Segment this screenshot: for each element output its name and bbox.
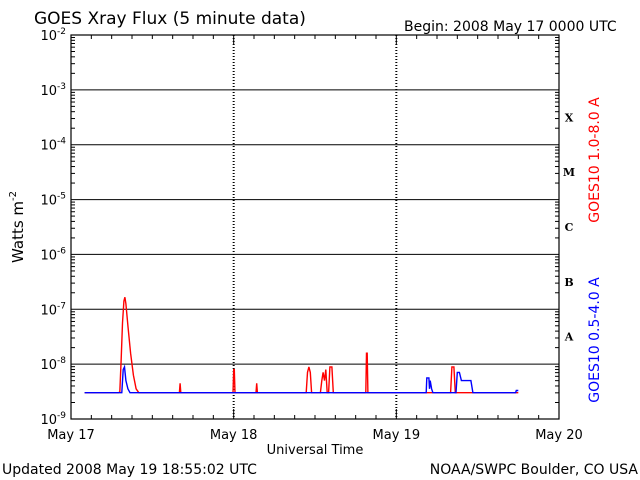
legend-long: GOES10 1.0-8.0 A (587, 97, 603, 223)
plot-frame (70, 34, 560, 420)
x-tick-label: May 17 (47, 428, 95, 443)
x-tick-label: May 18 (210, 428, 258, 443)
flare-class-x: X (565, 111, 574, 124)
decade-lines (71, 35, 559, 419)
series-short-line (84, 364, 519, 394)
credit-label: NOAA/SWPC Boulder, CO USA (430, 462, 639, 478)
y-tick-label: 10-9 (40, 411, 66, 428)
y-tick-label: 10-2 (40, 27, 66, 44)
y-tick-label: 10-8 (40, 356, 66, 373)
series-lines (84, 297, 519, 394)
minor-ticks (70, 35, 560, 419)
y-tick-label: 10-6 (40, 246, 66, 263)
series-long-line (84, 297, 519, 394)
x-tick-label: May 20 (535, 428, 583, 443)
flare-class-a: A (564, 331, 574, 344)
flare-class-m: M (563, 166, 575, 179)
updated-label: Updated 2008 May 19 18:55:02 UTC (2, 462, 257, 478)
svg-text:Watts m-2: Watts m-2 (8, 191, 27, 263)
x-axis-label: Universal Time (267, 443, 364, 458)
flare-class-b: B (564, 276, 573, 289)
flare-class-c: C (565, 221, 574, 234)
y-tick-label: 10-3 (40, 82, 66, 99)
y-axis-label-exp: -2 (8, 191, 19, 201)
y-tick-label: 10-4 (40, 137, 66, 154)
legend-short-label: GOES10 0.5-4.0 A (587, 277, 603, 403)
chart-title: GOES Xray Flux (5 minute data) (34, 9, 306, 29)
x-tick-label: May 19 (373, 428, 421, 443)
begin-label: Begin: 2008 May 17 0000 UTC (404, 19, 617, 35)
y-axis-label: Watts m-2 (8, 191, 27, 263)
flare-class-labels: X M C B A (563, 111, 575, 343)
y-axis-label-base: Watts m (9, 201, 27, 263)
legend-short: GOES10 0.5-4.0 A (587, 277, 603, 403)
y-tick-label: 10-7 (40, 301, 66, 318)
x-tick-labels: May 17 May 18 May 19 May 20 (47, 428, 583, 443)
legend-long-label: GOES10 1.0-8.0 A (587, 97, 603, 223)
y-tick-labels: 10-2 10-3 10-4 10-5 10-6 10-7 10-8 10-9 (40, 27, 66, 428)
y-tick-label: 10-5 (40, 192, 66, 209)
